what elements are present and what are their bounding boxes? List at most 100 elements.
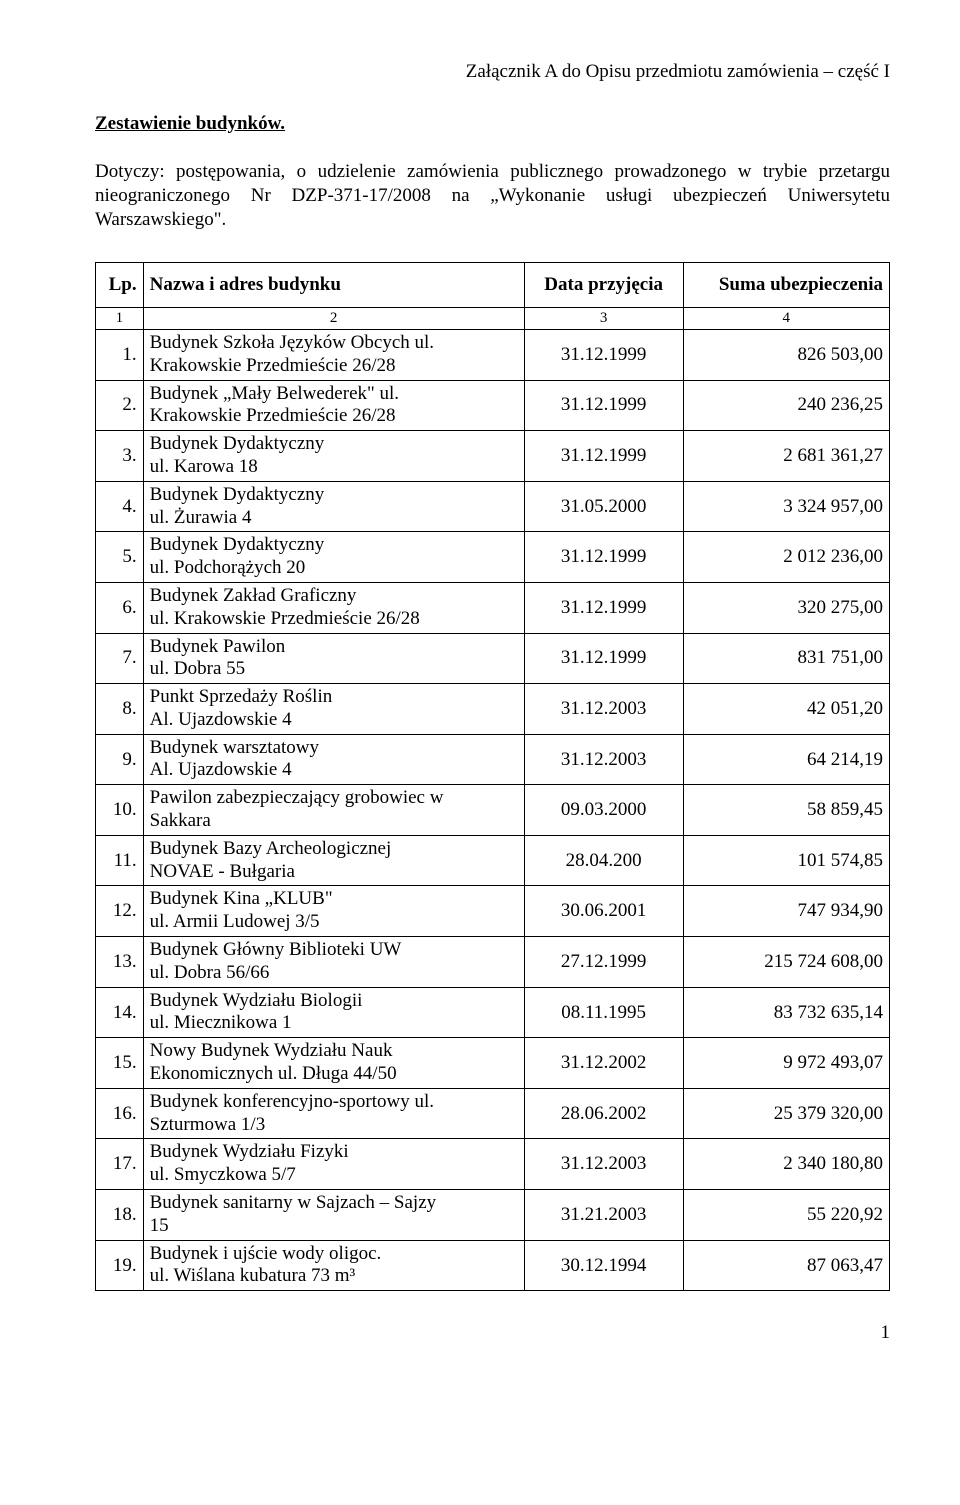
cell-sum: 240 236,25 — [683, 380, 889, 431]
cell-name: Budynek Kina „KLUB"ul. Armii Ludowej 3/5 — [143, 886, 524, 937]
cell-sum: 3 324 957,00 — [683, 481, 889, 532]
cell-sum: 2 012 236,00 — [683, 532, 889, 583]
cell-date: 31.12.1999 — [524, 329, 683, 380]
subhead-3: 3 — [524, 308, 683, 330]
cell-name: Budynek Bazy ArcheologicznejNOVAE - Bułg… — [143, 835, 524, 886]
cell-lp: 4. — [96, 481, 144, 532]
cell-lp: 19. — [96, 1240, 144, 1291]
cell-name: Pawilon zabezpieczający grobowiec wSakka… — [143, 785, 524, 836]
cell-sum: 9 972 493,07 — [683, 1038, 889, 1089]
cell-name: Budynek i ujście wody oligoc.ul. Wiślana… — [143, 1240, 524, 1291]
col-header-sum: Suma ubezpieczenia — [683, 263, 889, 308]
cell-sum: 747 934,90 — [683, 886, 889, 937]
cell-sum: 87 063,47 — [683, 1240, 889, 1291]
cell-name: Budynek Dydaktycznyul. Karowa 18 — [143, 431, 524, 482]
buildings-table: Lp. Nazwa i adres budynku Data przyjęcia… — [95, 262, 890, 1291]
cell-lp: 8. — [96, 684, 144, 735]
table-row: 10.Pawilon zabezpieczający grobowiec wSa… — [96, 785, 890, 836]
table-row: 13.Budynek Główny Biblioteki UWul. Dobra… — [96, 937, 890, 988]
intro-paragraph: Dotyczy: postępowania, o udzielenie zamó… — [95, 160, 890, 233]
cell-lp: 11. — [96, 835, 144, 886]
page-number: 1 — [95, 1321, 890, 1345]
table-row: 8.Punkt Sprzedaży RoślinAl. Ujazdowskie … — [96, 684, 890, 735]
cell-sum: 58 859,45 — [683, 785, 889, 836]
cell-sum: 101 574,85 — [683, 835, 889, 886]
table-row: 4.Budynek Dydaktycznyul. Żurawia 431.05.… — [96, 481, 890, 532]
cell-date: 28.06.2002 — [524, 1088, 683, 1139]
cell-name: Budynek Szkoła Języków Obcych ul.Krakows… — [143, 329, 524, 380]
cell-lp: 14. — [96, 987, 144, 1038]
cell-date: 30.06.2001 — [524, 886, 683, 937]
cell-date: 31.12.1999 — [524, 582, 683, 633]
table-row: 17.Budynek Wydziału Fizykiul. Smyczkowa … — [96, 1139, 890, 1190]
cell-lp: 7. — [96, 633, 144, 684]
table-row: 12.Budynek Kina „KLUB"ul. Armii Ludowej … — [96, 886, 890, 937]
cell-name: Budynek Zakład Graficznyul. Krakowskie P… — [143, 582, 524, 633]
cell-date: 31.12.1999 — [524, 633, 683, 684]
cell-name: Punkt Sprzedaży RoślinAl. Ujazdowskie 4 — [143, 684, 524, 735]
cell-date: 09.03.2000 — [524, 785, 683, 836]
table-row: 7.Budynek Pawilonul. Dobra 5531.12.19998… — [96, 633, 890, 684]
table-row: 15.Nowy Budynek Wydziału NaukEkonomiczny… — [96, 1038, 890, 1089]
cell-name: Budynek Pawilonul. Dobra 55 — [143, 633, 524, 684]
cell-date: 30.12.1994 — [524, 1240, 683, 1291]
subhead-4: 4 — [683, 308, 889, 330]
cell-name: Budynek Wydziału Fizykiul. Smyczkowa 5/7 — [143, 1139, 524, 1190]
cell-lp: 16. — [96, 1088, 144, 1139]
subhead-1: 1 — [96, 308, 144, 330]
cell-date: 31.12.2003 — [524, 734, 683, 785]
table-row: 2.Budynek „Mały Belwederek" ul.Krakowski… — [96, 380, 890, 431]
cell-name: Budynek Wydziału Biologiiul. Miecznikowa… — [143, 987, 524, 1038]
cell-sum: 826 503,00 — [683, 329, 889, 380]
table-row: 6.Budynek Zakład Graficznyul. Krakowskie… — [96, 582, 890, 633]
cell-date: 27.12.1999 — [524, 937, 683, 988]
cell-lp: 17. — [96, 1139, 144, 1190]
table-row: 1.Budynek Szkoła Języków Obcych ul.Krako… — [96, 329, 890, 380]
cell-name: Nowy Budynek Wydziału NaukEkonomicznych … — [143, 1038, 524, 1089]
cell-lp: 18. — [96, 1190, 144, 1241]
col-header-lp: Lp. — [96, 263, 144, 308]
cell-sum: 215 724 608,00 — [683, 937, 889, 988]
cell-date: 31.12.1999 — [524, 431, 683, 482]
cell-date: 08.11.1995 — [524, 987, 683, 1038]
cell-sum: 831 751,00 — [683, 633, 889, 684]
cell-lp: 12. — [96, 886, 144, 937]
cell-sum: 64 214,19 — [683, 734, 889, 785]
table-row: 19.Budynek i ujście wody oligoc.ul. Wiśl… — [96, 1240, 890, 1291]
table-row: 11.Budynek Bazy ArcheologicznejNOVAE - B… — [96, 835, 890, 886]
cell-lp: 6. — [96, 582, 144, 633]
attachment-label: Załącznik A do Opisu przedmiotu zamówien… — [95, 60, 890, 84]
cell-date: 31.05.2000 — [524, 481, 683, 532]
table-row: 9.Budynek warsztatowyAl. Ujazdowskie 431… — [96, 734, 890, 785]
cell-sum: 83 732 635,14 — [683, 987, 889, 1038]
cell-name: Budynek Dydaktycznyul. Żurawia 4 — [143, 481, 524, 532]
cell-name: Budynek konferencyjno-sportowy ul.Szturm… — [143, 1088, 524, 1139]
cell-lp: 1. — [96, 329, 144, 380]
table-row: 18.Budynek sanitarny w Sajzach – Sajzy15… — [96, 1190, 890, 1241]
cell-lp: 3. — [96, 431, 144, 482]
cell-lp: 13. — [96, 937, 144, 988]
cell-sum: 2 340 180,80 — [683, 1139, 889, 1190]
cell-lp: 2. — [96, 380, 144, 431]
table-header-row: Lp. Nazwa i adres budynku Data przyjęcia… — [96, 263, 890, 308]
col-header-name: Nazwa i adres budynku — [143, 263, 524, 308]
cell-date: 31.12.2003 — [524, 684, 683, 735]
cell-name: Budynek warsztatowyAl. Ujazdowskie 4 — [143, 734, 524, 785]
subhead-2: 2 — [143, 308, 524, 330]
table-subheader-row: 1 2 3 4 — [96, 308, 890, 330]
table-row: 14.Budynek Wydziału Biologiiul. Miecznik… — [96, 987, 890, 1038]
cell-date: 31.21.2003 — [524, 1190, 683, 1241]
cell-date: 31.12.1999 — [524, 380, 683, 431]
page-title: Zestawienie budynków. — [95, 112, 890, 136]
cell-sum: 2 681 361,27 — [683, 431, 889, 482]
cell-name: Budynek Główny Biblioteki UWul. Dobra 56… — [143, 937, 524, 988]
cell-sum: 25 379 320,00 — [683, 1088, 889, 1139]
cell-lp: 5. — [96, 532, 144, 583]
table-row: 5.Budynek Dydaktycznyul. Podchorążych 20… — [96, 532, 890, 583]
cell-name: Budynek Dydaktycznyul. Podchorążych 20 — [143, 532, 524, 583]
table-row: 16.Budynek konferencyjno-sportowy ul.Szt… — [96, 1088, 890, 1139]
cell-lp: 15. — [96, 1038, 144, 1089]
cell-lp: 10. — [96, 785, 144, 836]
cell-date: 31.12.2002 — [524, 1038, 683, 1089]
cell-lp: 9. — [96, 734, 144, 785]
